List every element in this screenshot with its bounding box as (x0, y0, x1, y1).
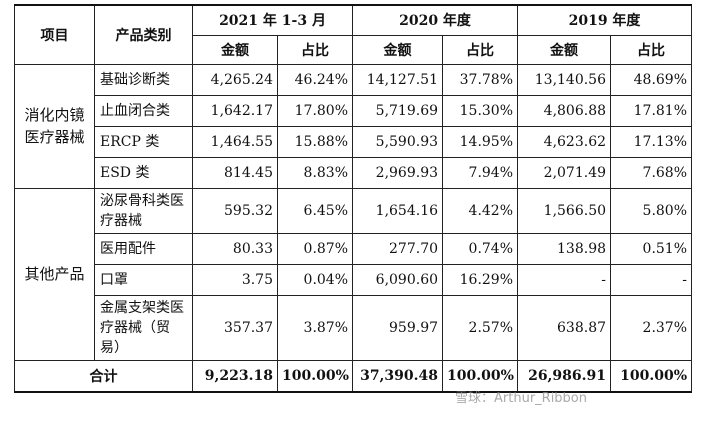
cell-ratio: 17.13% (610, 125, 693, 158)
cell-ratio: - (610, 263, 693, 296)
header-ratio: 占比 (610, 34, 693, 65)
cell-ratio: 0.87% (276, 232, 354, 265)
header-amount: 金额 (352, 34, 444, 65)
row-category: ERCP 类 (94, 125, 193, 158)
total-ratio: 100.00% (276, 359, 354, 393)
cell-ratio: 17.81% (610, 94, 693, 127)
table-row: 消化内镜医疗器械 基础诊断类 4,265.24 46.24% 14,127.51… (14, 63, 693, 189)
cell-amount: 4,265.24 (192, 63, 278, 96)
table-row: 口罩 3.75 0.04% 6,090.60 16.29% - - (15, 263, 693, 296)
cell-ratio: 6.45% (276, 187, 354, 234)
cell-amount: 595.32 (192, 187, 278, 234)
total-ratio: 100.00% (610, 359, 693, 393)
header-category: 产品类别 (94, 4, 193, 65)
table-row: 金属支架类医疗器械（贸易） 357.37 3.87% 959.97 2.57% … (15, 294, 693, 361)
cell-amount: 138.98 (517, 232, 612, 265)
cell-ratio: 2.37% (610, 294, 693, 361)
cell-amount: 277.70 (352, 232, 444, 265)
header-amount: 金额 (517, 34, 612, 65)
header-project: 项目 (14, 4, 95, 65)
header-ratio: 占比 (276, 34, 354, 65)
cell-ratio: 2.57% (442, 294, 519, 361)
total-amount: 26,986.91 (517, 359, 612, 393)
header-row-1: 项目 产品类别 2021 年 1-3 月 2020 年度 2019 年度 (14, 4, 693, 65)
group-label-endoscopy: 消化内镜医疗器械 (14, 63, 95, 189)
total-row: 合计 9,223.18 100.00% 37,390.48 100.00% 26… (14, 359, 693, 393)
header-amount: 金额 (192, 34, 278, 65)
revenue-table: 项目 产品类别 2021 年 1-3 月 2020 年度 2019 年度 金额 … (14, 4, 693, 393)
cell-amount: 5,719.69 (352, 94, 444, 127)
cell-ratio: 37.78% (442, 63, 519, 96)
cell-amount: 5,590.93 (352, 125, 444, 158)
cell-ratio: 15.88% (276, 125, 354, 158)
table-row: ESD 类 814.45 8.83% 2,969.93 7.94% 2,071.… (15, 156, 693, 189)
cell-ratio: 46.24% (276, 63, 354, 96)
cell-amount: 1,654.16 (352, 187, 444, 234)
cell-amount: 3.75 (192, 263, 278, 296)
row-category: 医用配件 (94, 232, 193, 265)
table-row: ERCP 类 1,464.55 15.88% 5,590.93 14.95% 4… (15, 125, 693, 158)
group-label-other: 其他产品 (14, 187, 95, 361)
header-period-2020: 2020 年度 (352, 4, 519, 36)
cell-amount: 2,969.93 (352, 156, 444, 189)
cell-ratio: 0.74% (442, 232, 519, 265)
header-row-2: 金额 占比 金额 占比 金额 占比 (15, 34, 693, 65)
cell-amount: 2,071.49 (517, 156, 612, 189)
cell-ratio: 0.51% (610, 232, 693, 265)
cell-amount: 357.37 (192, 294, 278, 361)
cell-ratio: 3.87% (276, 294, 354, 361)
cell-amount: 6,090.60 (352, 263, 444, 296)
revenue-table-container: 项目 产品类别 2021 年 1-3 月 2020 年度 2019 年度 金额 … (14, 4, 693, 393)
header-period-2021q1: 2021 年 1-3 月 (191, 4, 354, 36)
cell-ratio: 0.04% (276, 263, 354, 296)
total-amount: 37,390.48 (352, 359, 444, 393)
cell-amount: 4,623.62 (517, 125, 612, 158)
cell-amount: 1,566.50 (517, 187, 612, 234)
cell-ratio: 15.30% (442, 94, 519, 127)
cell-ratio: 4.42% (442, 187, 519, 234)
cell-amount: 1,642.17 (192, 94, 278, 127)
cell-amount: - (517, 263, 612, 296)
cell-amount: 14,127.51 (352, 63, 444, 96)
cell-amount: 814.45 (192, 156, 278, 189)
table-row: 其他产品 泌尿骨科类医疗器械 595.32 6.45% 1,654.16 4.4… (14, 187, 693, 361)
total-label: 合计 (14, 359, 193, 393)
row-category: 金属支架类医疗器械（贸易） (94, 294, 193, 361)
cell-ratio: 7.94% (442, 156, 519, 189)
row-category: 口罩 (94, 263, 193, 296)
cell-amount: 1,464.55 (192, 125, 278, 158)
total-amount: 9,223.18 (192, 359, 278, 393)
cell-amount: 13,140.56 (517, 63, 612, 96)
cell-ratio: 16.29% (442, 263, 519, 296)
cell-amount: 4,806.88 (517, 94, 612, 127)
cell-amount: 959.97 (352, 294, 444, 361)
total-ratio: 100.00% (442, 359, 519, 393)
row-category: 泌尿骨科类医疗器械 (94, 187, 193, 234)
header-ratio: 占比 (442, 34, 519, 65)
cell-ratio: 7.68% (610, 156, 693, 189)
row-category: 止血闭合类 (94, 94, 193, 127)
table-row: 医用配件 80.33 0.87% 277.70 0.74% 138.98 0.5… (15, 232, 693, 265)
cell-ratio: 17.80% (276, 94, 354, 127)
cell-amount: 638.87 (517, 294, 612, 361)
cell-ratio: 48.69% (610, 63, 693, 96)
cell-ratio: 14.95% (442, 125, 519, 158)
cell-ratio: 5.80% (610, 187, 693, 234)
row-category: ESD 类 (94, 156, 193, 189)
row-category: 基础诊断类 (94, 63, 193, 96)
table-row: 止血闭合类 1,642.17 17.80% 5,719.69 15.30% 4,… (15, 94, 693, 127)
cell-ratio: 8.83% (276, 156, 354, 189)
header-period-2019: 2019 年度 (517, 4, 693, 36)
watermark-text: 雪球：Arthur_Ribbon (455, 391, 587, 406)
cell-amount: 80.33 (192, 232, 278, 265)
